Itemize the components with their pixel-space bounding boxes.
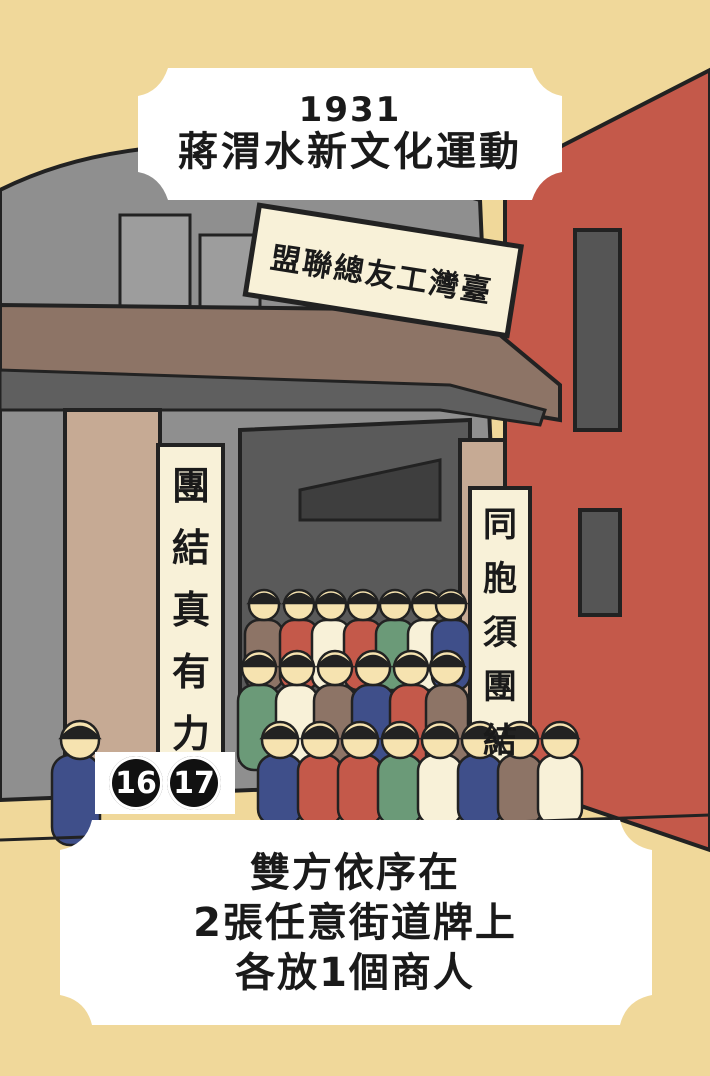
crowd bbox=[50, 588, 584, 847]
inner-awning bbox=[298, 458, 442, 522]
banner-left-char: 團 bbox=[171, 464, 210, 508]
banner-right-char: 團 bbox=[483, 667, 517, 707]
card-number-badges: 16 17 bbox=[95, 752, 235, 814]
description-line: 2張任意街道牌上 bbox=[193, 899, 517, 946]
banner-right-char: 同 bbox=[483, 505, 517, 545]
banner-right-char: 須 bbox=[483, 613, 517, 653]
banner-right-text: 同 胞 須 團 結 bbox=[471, 498, 529, 768]
building-window-lower bbox=[578, 508, 622, 617]
description-panel: 雙方依序在 2張任意街道牌上 各放1個商人 bbox=[60, 820, 650, 1025]
pillar-left bbox=[63, 408, 162, 772]
roof-shadow bbox=[0, 368, 547, 427]
description-panel-bg bbox=[60, 820, 652, 1025]
title-panel: 1931 蔣渭水新文化運動 bbox=[140, 68, 560, 200]
building-window-upper bbox=[573, 228, 622, 432]
card-number-badge: 16 bbox=[109, 756, 163, 810]
title-panel-bg bbox=[138, 68, 562, 200]
banner-left-char: 有 bbox=[171, 650, 210, 694]
card-number-badge: 17 bbox=[167, 756, 221, 810]
banner-right-char: 胞 bbox=[483, 559, 517, 599]
banner-right-char: 結 bbox=[483, 721, 517, 761]
banner-left-char: 真 bbox=[171, 588, 210, 632]
banner-left-char: 力 bbox=[171, 712, 210, 756]
description-line: 雙方依序在 bbox=[250, 849, 460, 896]
union-sign bbox=[242, 202, 525, 339]
banner-left bbox=[156, 443, 225, 777]
card-title: 蔣渭水新文化運動 bbox=[178, 129, 522, 175]
description-line: 各放1個商人 bbox=[235, 949, 475, 996]
banner-left-text: 團 結 真 有 力 bbox=[160, 455, 222, 765]
parapet-block-left bbox=[118, 213, 192, 312]
banner-left-char: 結 bbox=[171, 526, 210, 570]
card-year: 1931 bbox=[298, 90, 402, 130]
